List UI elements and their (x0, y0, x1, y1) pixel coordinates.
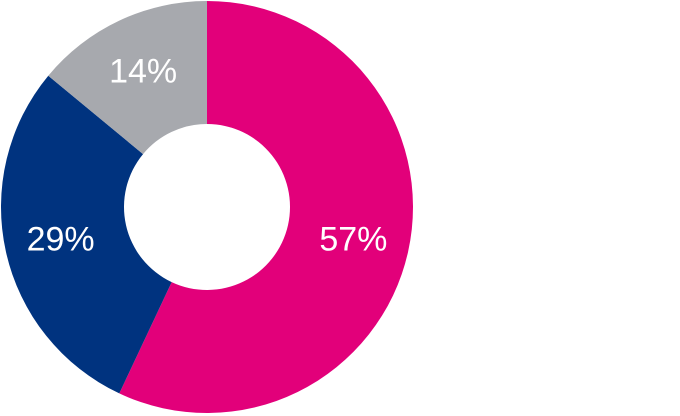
donut-labels: 57% 29% 14% (27, 52, 388, 258)
slice-label-0: 57% (319, 221, 387, 259)
slice-label-1: 29% (27, 221, 95, 259)
slice-label-2: 14% (109, 52, 177, 90)
donut-slices (1, 0, 413, 413)
slice-2 (48, 0, 207, 155)
slice-0 (119, 1, 413, 413)
slice-1 (1, 75, 172, 394)
